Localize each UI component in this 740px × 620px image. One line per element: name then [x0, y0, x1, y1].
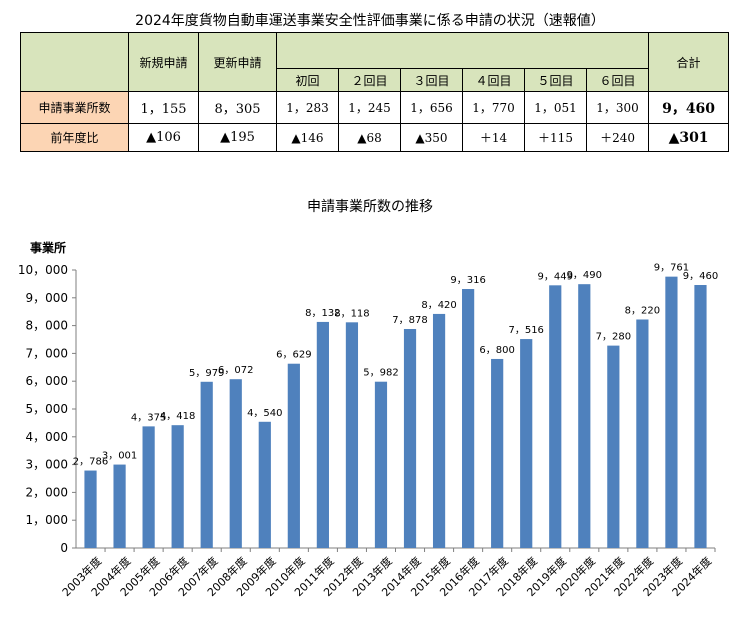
header-empty-cell	[20, 32, 129, 92]
bar	[84, 470, 97, 548]
data-label: 6，072	[218, 365, 253, 376]
bar	[287, 363, 300, 548]
y-tick-label: 5，000	[25, 402, 68, 416]
bar	[403, 328, 417, 548]
bar	[200, 381, 213, 548]
cell-round: ▲68	[338, 123, 401, 152]
cell-new: 1，155	[128, 91, 199, 124]
cell-round: ＋14	[462, 123, 525, 152]
cell-renew: ▲195	[198, 123, 277, 152]
cell-new: ▲106	[128, 123, 199, 152]
table-row: 前年度比 ▲106 ▲195 ▲146 ▲68 ▲350 ＋14 ＋115 ＋2…	[20, 123, 730, 152]
row-label-yoy: 前年度比	[20, 123, 129, 152]
bar	[578, 284, 591, 548]
header-rounds-group	[275, 32, 650, 69]
data-label: 8，132	[305, 308, 340, 319]
bar	[665, 276, 678, 548]
y-tick-label: 1，000	[25, 513, 68, 527]
data-label: 9，316	[450, 275, 485, 286]
data-label: 6，800	[479, 345, 514, 356]
y-tick-label: 7，000	[25, 346, 68, 360]
header-renewal-application: 更新申請	[198, 32, 277, 92]
data-label: 8，220	[625, 305, 660, 316]
data-label: 3，001	[102, 451, 137, 462]
data-label: 7，878	[392, 315, 427, 326]
header-round: ３回目	[400, 68, 463, 92]
header-round: 初回	[276, 68, 339, 92]
cell-round: ▲350	[400, 123, 463, 152]
y-tick-label: 3，000	[25, 458, 68, 472]
y-tick-label: 0	[60, 541, 68, 555]
bar	[142, 426, 155, 548]
row-label-applicants: 申請事業所数	[20, 91, 129, 124]
bar	[462, 289, 475, 548]
data-label: 7，516	[508, 325, 543, 336]
data-label: 9，761	[654, 263, 689, 274]
bar	[491, 358, 504, 548]
data-label: 8，118	[334, 308, 369, 319]
bar	[374, 381, 388, 548]
bar	[258, 421, 271, 548]
data-label: 5，979	[189, 368, 224, 379]
chart-title: 申請事業所数の推移	[307, 199, 433, 215]
header-round: ２回目	[338, 68, 401, 92]
cell-round: 1，283	[276, 91, 339, 124]
cell-round: 1，051	[524, 91, 587, 124]
cell-round: ＋115	[524, 123, 587, 152]
cell-round: 1，770	[462, 91, 525, 124]
bar	[520, 339, 533, 548]
header-round: ５回目	[524, 68, 587, 92]
bar	[636, 319, 649, 548]
bar	[113, 464, 126, 548]
data-label: 8，420	[421, 300, 456, 311]
table-row: 申請事業所数 1，155 8，305 1，283 1，245 1，656 1，7…	[20, 91, 730, 124]
bar	[694, 285, 707, 548]
application-summary-table: 新規申請 更新申請 合計 初回 ２回目 ３回目 ４回目 ５回目 ６回目 申請事業…	[20, 32, 730, 152]
y-tick-label: 10，000	[18, 263, 68, 277]
data-label: 7，280	[596, 332, 631, 343]
data-label: 9，449	[538, 271, 573, 282]
data-label: 4，418	[160, 411, 195, 422]
bar	[316, 321, 329, 548]
header-new-application: 新規申請	[128, 32, 199, 92]
cell-round: ▲146	[276, 123, 339, 152]
cell-round: 1，245	[338, 91, 401, 124]
bar	[607, 345, 620, 548]
y-tick-label: 4，000	[25, 430, 68, 444]
y-axis-label: 事業所	[30, 240, 66, 255]
data-label: 4，540	[247, 408, 282, 419]
bar	[345, 322, 359, 548]
data-label: 4，375	[131, 412, 166, 423]
y-tick-label: 6，000	[25, 374, 68, 388]
data-label: 6，629	[276, 350, 311, 361]
y-tick-label: 2，000	[25, 485, 68, 499]
data-label: 2，786	[73, 457, 108, 468]
header-total: 合計	[648, 32, 730, 92]
data-label: 9，460	[683, 271, 718, 282]
header-round: ４回目	[462, 68, 525, 92]
data-label: 9，490	[567, 270, 602, 281]
cell-round: 1，656	[400, 91, 463, 124]
bar	[171, 425, 184, 548]
y-tick-label: 8，000	[25, 319, 68, 333]
table-title: 2024年度貨物自動車運送事業安全性評価事業に係る申請の状況（速報値）	[135, 13, 605, 29]
y-tick-label: 9，000	[25, 291, 68, 305]
bar-chart: 事業所 0 1，000 2，000 3，000 4，000 5，000 6，000 7，000 8…	[18, 240, 718, 599]
header-round: ６回目	[585, 68, 650, 92]
cell-round: 1，300	[585, 91, 650, 124]
bar	[229, 379, 242, 548]
bar	[432, 313, 446, 548]
cell-total: ▲301	[648, 123, 730, 152]
bar	[549, 285, 562, 548]
data-label: 5，982	[363, 368, 398, 379]
cell-total: 9，460	[648, 91, 730, 124]
cell-renew: 8，305	[198, 91, 277, 124]
cell-round: ＋240	[585, 123, 650, 152]
